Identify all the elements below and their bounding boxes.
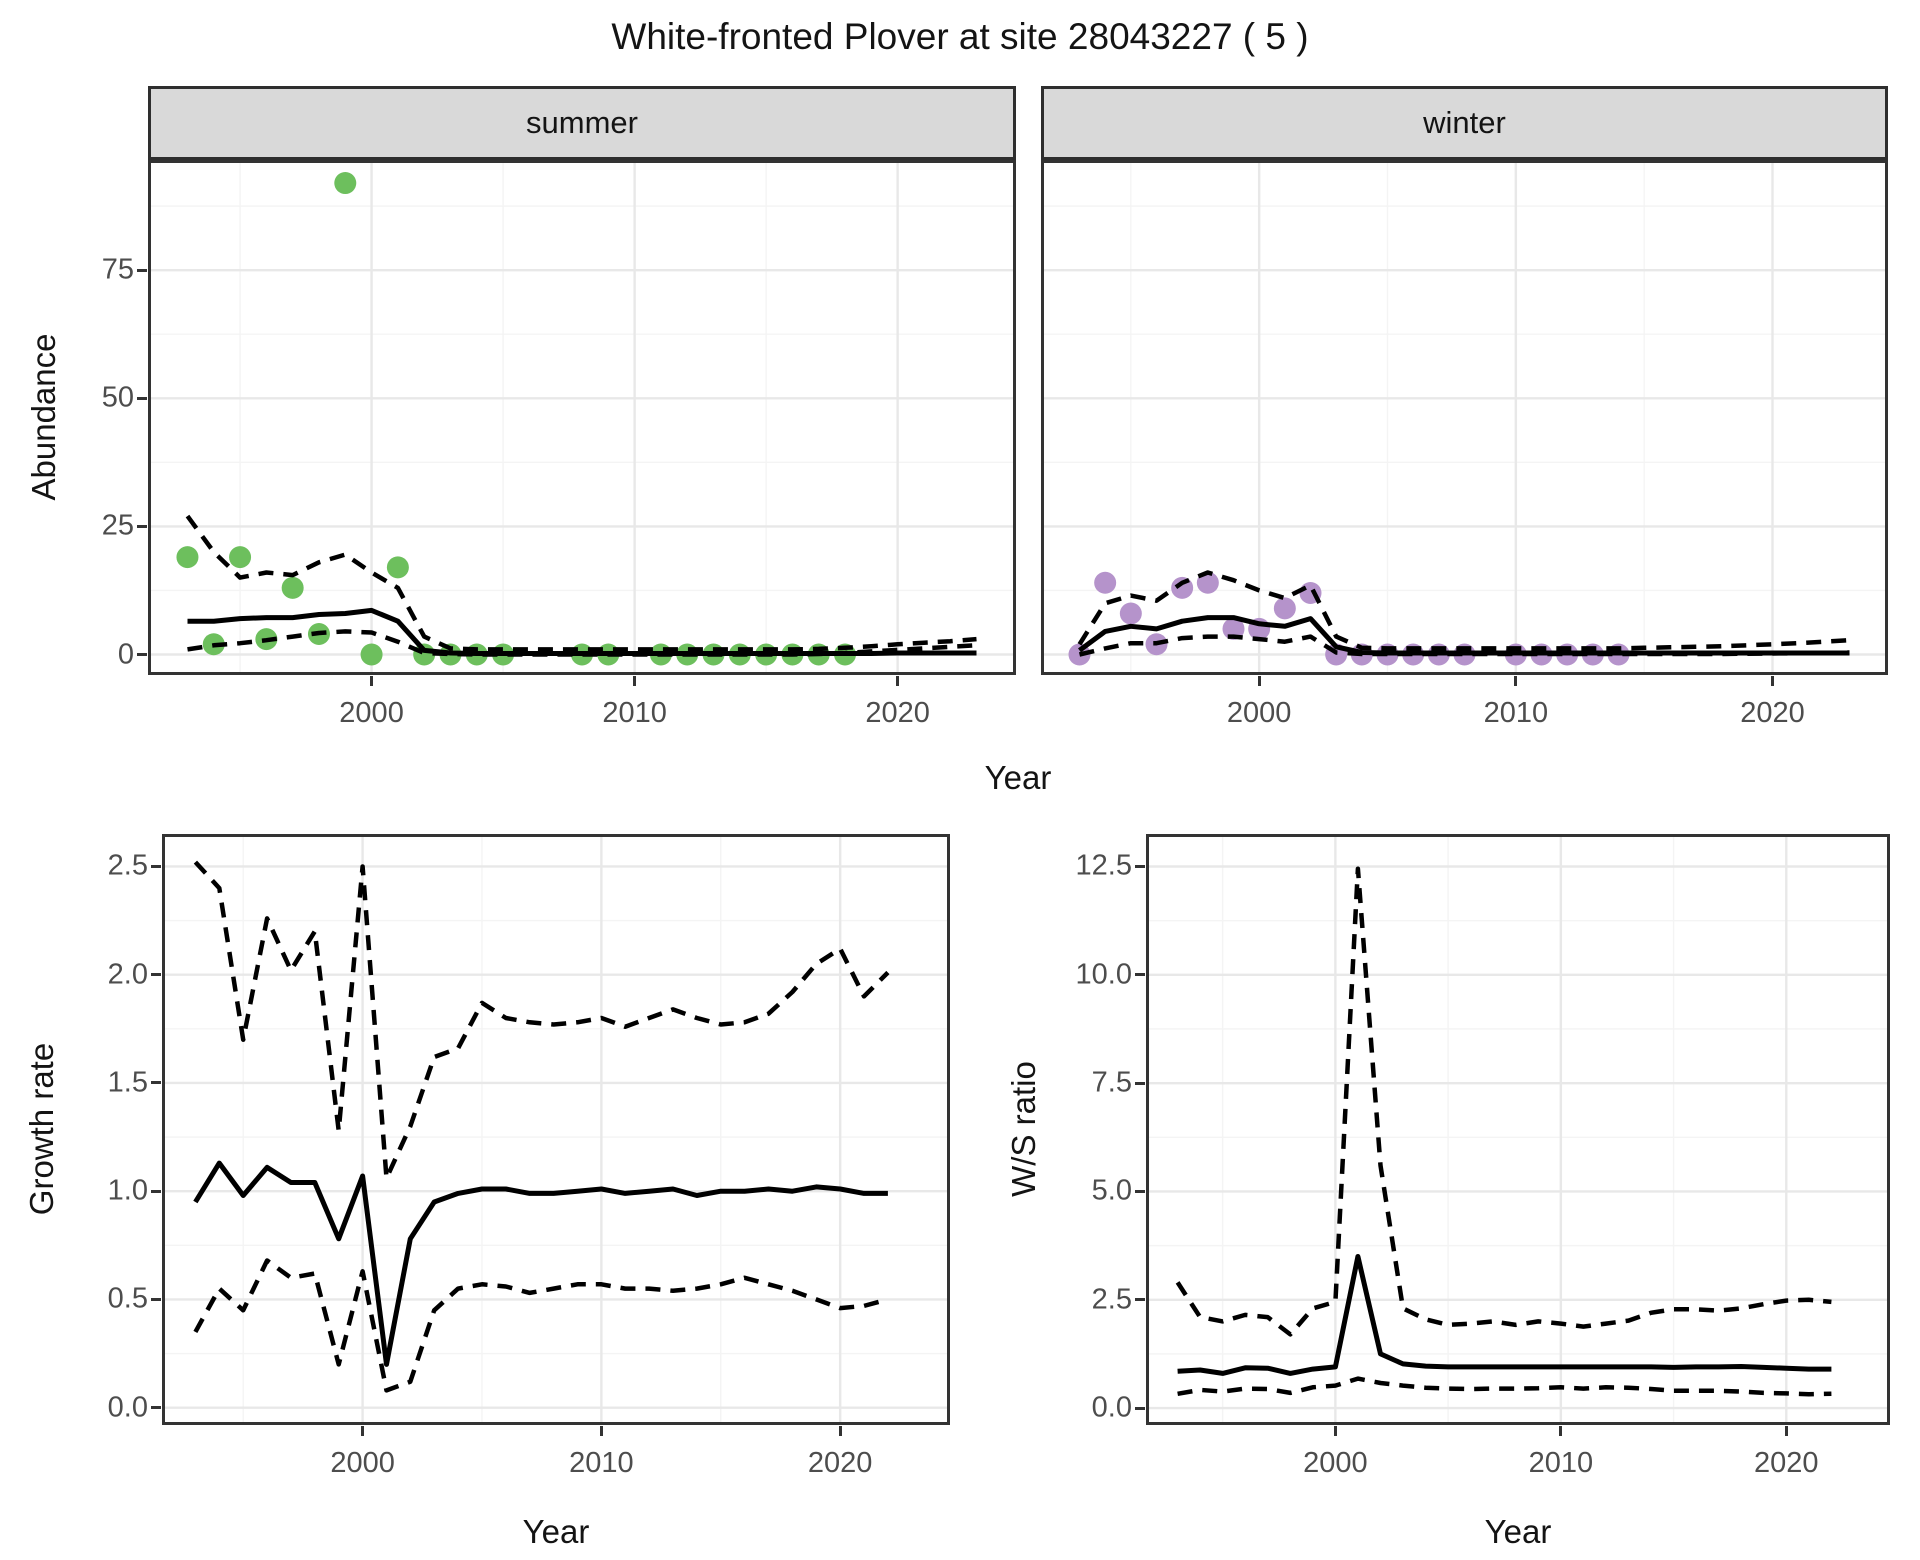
facet-strip-winter: winter xyxy=(1041,86,1888,160)
x-tick-label: 2010 xyxy=(569,1447,634,1479)
upper-ci-line xyxy=(1077,570,1850,651)
y-tick-label: 10.0 xyxy=(1075,958,1132,991)
x-tick-label: 2000 xyxy=(1303,1447,1368,1479)
y-tick-mark xyxy=(151,864,161,868)
panel-border xyxy=(162,834,950,1425)
x-tick-mark xyxy=(1771,676,1774,686)
upper-ci-line xyxy=(1175,866,1832,1337)
y-tick-mark xyxy=(151,1297,161,1301)
x-tick-mark xyxy=(838,1426,842,1436)
lower-ci-line xyxy=(1177,1376,1832,1397)
x-axis-title-year-ws: Year xyxy=(1484,1513,1552,1550)
x-tick-label: 2020 xyxy=(1754,1447,1819,1479)
y-tick-label: 2.5 xyxy=(1091,1283,1132,1316)
y-tick-mark xyxy=(1135,973,1145,977)
y-tick-mark xyxy=(1135,864,1145,868)
y-tick-mark xyxy=(151,973,161,977)
data-point xyxy=(1273,597,1296,620)
y-tick-label: 50 xyxy=(101,381,134,414)
data-point xyxy=(176,546,199,569)
y-tick-mark xyxy=(1135,1406,1145,1410)
panel-ws-ratio xyxy=(1146,834,1890,1425)
lower-ci-line xyxy=(1078,634,1850,657)
data-point xyxy=(1171,576,1194,599)
x-tick-label: 2000 xyxy=(1226,697,1292,729)
data-point xyxy=(334,172,357,195)
y-axis-title-abundance: Abundance xyxy=(25,333,62,501)
x-tick-label: 2020 xyxy=(865,697,930,729)
y-axis-title-ws-ratio: W/S ratio xyxy=(1005,1061,1042,1197)
y-tick-mark xyxy=(151,1189,161,1193)
y-tick-label: 1.5 xyxy=(107,1066,148,1099)
panel-border xyxy=(1146,834,1890,1425)
data-point xyxy=(360,643,383,666)
y-tick-label: 1.0 xyxy=(107,1174,148,1207)
y-tick-mark xyxy=(151,1081,161,1085)
x-axis-title-year-growth: Year xyxy=(522,1513,590,1550)
x-tick-label: 2000 xyxy=(339,697,404,729)
x-tick-label: 2020 xyxy=(807,1447,873,1479)
y-tick-label: 75 xyxy=(101,253,134,286)
upper-ci-line xyxy=(193,860,890,1181)
panel-growth-rate xyxy=(162,834,950,1425)
x-tick-mark xyxy=(1257,676,1261,686)
panel-abundance-summer xyxy=(148,160,1016,675)
y-tick-mark xyxy=(1135,1189,1145,1193)
y-tick-label: 0.0 xyxy=(107,1391,148,1424)
data-point xyxy=(1119,602,1142,625)
y-axis-title-growth-rate: Growth rate xyxy=(23,1042,60,1216)
lower-ci-line xyxy=(193,1258,889,1393)
x-tick-mark xyxy=(1514,676,1518,686)
data-point xyxy=(229,546,252,569)
facet-strip-summer: summer xyxy=(148,86,1016,160)
y-tick-label: 7.5 xyxy=(1091,1066,1132,1099)
y-tick-label: 25 xyxy=(101,509,134,542)
x-tick-mark xyxy=(896,676,900,686)
y-tick-label: 0 xyxy=(117,638,134,670)
x-tick-label: 2010 xyxy=(1528,1447,1594,1479)
x-tick-mark xyxy=(599,1426,603,1436)
y-tick-mark xyxy=(1135,1081,1145,1085)
x-tick-mark xyxy=(1784,1426,1788,1436)
page-title: White-fronted Plover at site 28043227 ( … xyxy=(611,16,1309,57)
median-line xyxy=(1078,615,1850,656)
y-tick-mark xyxy=(137,268,147,272)
panel-border xyxy=(1041,160,1888,675)
y-tick-mark xyxy=(151,1406,161,1410)
data-point xyxy=(1196,571,1219,594)
y-tick-mark xyxy=(1135,1298,1145,1302)
x-tick-label: 2000 xyxy=(330,1447,395,1479)
y-tick-label: 5.0 xyxy=(1091,1174,1132,1207)
y-tick-mark xyxy=(137,396,147,400)
y-tick-label: 0.5 xyxy=(107,1282,148,1315)
median-line xyxy=(1177,1254,1832,1376)
data-point xyxy=(1094,571,1117,594)
facet-strip-summer-label: summer xyxy=(526,105,638,140)
x-tick-label: 2020 xyxy=(1740,697,1805,729)
x-tick-label: 2010 xyxy=(1483,697,1549,729)
upper-ci-line xyxy=(185,514,977,652)
y-tick-label: 0.0 xyxy=(1091,1391,1132,1424)
x-tick-mark xyxy=(370,676,374,686)
data-point xyxy=(281,576,304,599)
facet-strip-winter-label: winter xyxy=(1423,105,1506,140)
x-tick-mark xyxy=(633,676,637,686)
x-tick-label: 2010 xyxy=(602,697,667,729)
x-axis-title-year-top: Year xyxy=(984,759,1052,796)
x-tick-mark xyxy=(1333,1426,1337,1436)
x-tick-mark xyxy=(1559,1426,1563,1436)
y-tick-mark xyxy=(137,524,147,528)
y-tick-label: 2.0 xyxy=(107,958,148,991)
y-tick-label: 12.5 xyxy=(1075,849,1132,882)
median-line xyxy=(187,607,977,656)
panel-abundance-winter xyxy=(1041,160,1888,675)
median-line xyxy=(193,1160,888,1367)
data-point xyxy=(386,556,409,579)
panel-border xyxy=(148,160,1016,675)
x-tick-mark xyxy=(361,1426,365,1436)
y-tick-mark xyxy=(137,653,147,656)
y-tick-label: 2.5 xyxy=(107,849,148,882)
